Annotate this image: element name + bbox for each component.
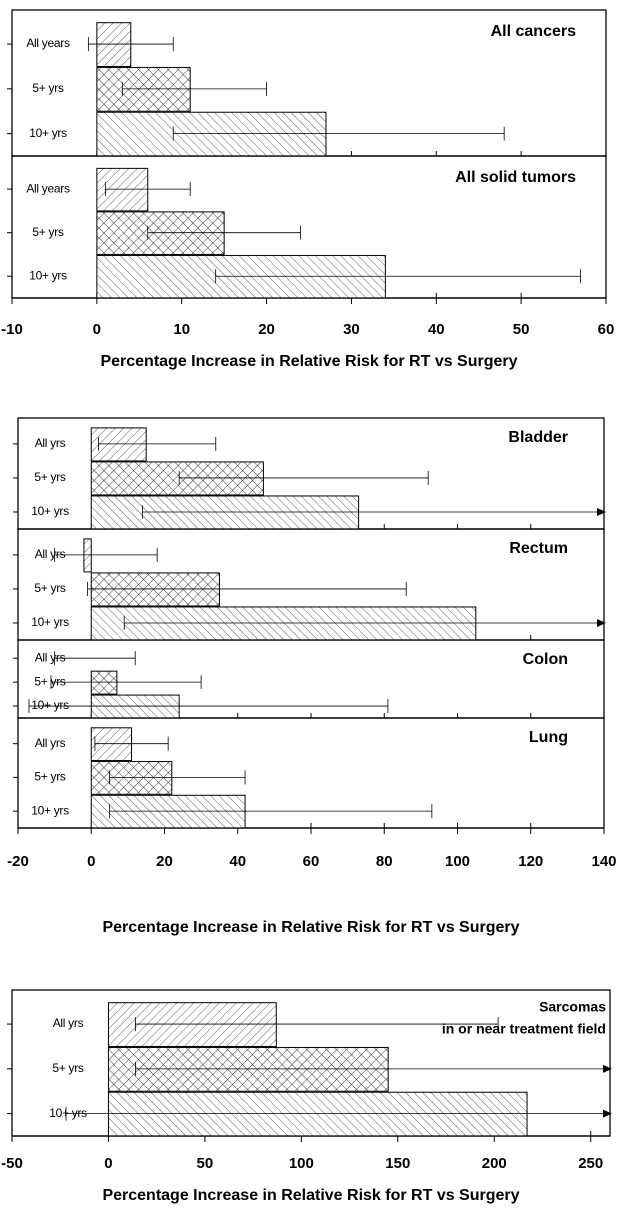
x-tick-label: 10 bbox=[173, 321, 190, 338]
bar bbox=[96, 167, 149, 212]
category-label: 10+ yrs bbox=[29, 126, 67, 140]
bar bbox=[90, 495, 360, 530]
bar bbox=[90, 606, 477, 641]
bar bbox=[96, 22, 132, 67]
category-label: All yrs bbox=[53, 1016, 84, 1030]
x-tick-label: -50 bbox=[1, 1155, 23, 1172]
x-tick-label: 140 bbox=[591, 853, 616, 870]
x-tick-label: 60 bbox=[598, 321, 615, 338]
category-label: 10+ yrs bbox=[31, 698, 69, 712]
x-tick-label: -20 bbox=[7, 853, 29, 870]
category-label: All yrs bbox=[35, 736, 66, 750]
x-tick-label: 250 bbox=[578, 1155, 603, 1172]
category-label: 10+ yrs bbox=[31, 615, 69, 629]
category-label: All years bbox=[26, 181, 70, 195]
x-axis-label: Percentage Increase in Relative Risk for… bbox=[100, 353, 517, 370]
category-label: All years bbox=[26, 36, 70, 50]
bar bbox=[96, 254, 386, 299]
bar bbox=[90, 427, 147, 462]
category-label: 5+ yrs bbox=[34, 470, 66, 484]
bar bbox=[107, 1002, 277, 1047]
category-label: 5+ yrs bbox=[34, 674, 66, 688]
x-tick-label: -10 bbox=[1, 321, 23, 338]
x-tick-label: 40 bbox=[229, 853, 246, 870]
panel-title: Sarcomas bbox=[539, 999, 606, 1015]
category-label: All yrs bbox=[35, 547, 66, 561]
x-tick-label: 0 bbox=[93, 321, 101, 338]
panel-title: Colon bbox=[523, 651, 568, 668]
x-tick-label: 60 bbox=[303, 853, 320, 870]
bar bbox=[96, 66, 191, 112]
bar bbox=[90, 572, 220, 607]
bar bbox=[107, 1046, 389, 1092]
panel-title: Lung bbox=[529, 729, 568, 746]
category-label: 5+ yrs bbox=[32, 225, 64, 239]
category-label: 10+ yrs bbox=[31, 803, 69, 817]
error-arrow bbox=[603, 1064, 612, 1073]
x-tick-label: 100 bbox=[445, 853, 470, 870]
panel-title: Rectum bbox=[509, 540, 568, 557]
bar bbox=[107, 1091, 528, 1137]
category-label: 10+ yrs bbox=[31, 504, 69, 518]
x-tick-label: 50 bbox=[513, 321, 530, 338]
x-tick-label: 120 bbox=[518, 853, 543, 870]
x-axis-label: Percentage Increase in Relative Risk for… bbox=[102, 919, 519, 936]
category-label: 10+ yrs bbox=[29, 268, 67, 282]
x-tick-label: 100 bbox=[289, 1155, 314, 1172]
x-tick-label: 80 bbox=[376, 853, 393, 870]
x-tick-label: 0 bbox=[104, 1155, 112, 1172]
bar bbox=[83, 538, 92, 573]
bar bbox=[90, 727, 133, 762]
x-axis-label: Percentage Increase in Relative Risk for… bbox=[102, 1187, 519, 1204]
x-tick-label: 40 bbox=[428, 321, 445, 338]
panel-title: in or near treatment field bbox=[442, 1021, 606, 1037]
category-label: All yrs bbox=[35, 436, 66, 450]
x-tick-label: 50 bbox=[197, 1155, 214, 1172]
bar bbox=[96, 211, 225, 255]
x-tick-label: 30 bbox=[343, 321, 360, 338]
x-tick-label: 150 bbox=[385, 1155, 410, 1172]
error-arrow bbox=[597, 507, 606, 516]
category-label: 10+ yrs bbox=[49, 1106, 87, 1120]
x-tick-label: 20 bbox=[156, 853, 173, 870]
panel-title: All solid tumors bbox=[455, 169, 576, 186]
error-arrow bbox=[597, 618, 606, 627]
bar bbox=[90, 461, 264, 496]
bar bbox=[90, 694, 180, 719]
x-tick-label: 0 bbox=[87, 853, 95, 870]
bar bbox=[90, 794, 246, 829]
category-label: 5+ yrs bbox=[32, 81, 64, 95]
bar bbox=[90, 761, 173, 795]
panel-title: Bladder bbox=[508, 429, 568, 446]
category-label: 5+ yrs bbox=[34, 770, 66, 784]
bar bbox=[96, 111, 327, 157]
category-label: 5+ yrs bbox=[52, 1061, 84, 1075]
category-label: All yrs bbox=[35, 650, 66, 664]
x-tick-label: 20 bbox=[258, 321, 275, 338]
error-arrow bbox=[603, 1109, 612, 1118]
category-label: 5+ yrs bbox=[34, 581, 66, 595]
bar bbox=[90, 670, 118, 695]
x-tick-label: 200 bbox=[482, 1155, 507, 1172]
panel-title: All cancers bbox=[491, 23, 576, 40]
